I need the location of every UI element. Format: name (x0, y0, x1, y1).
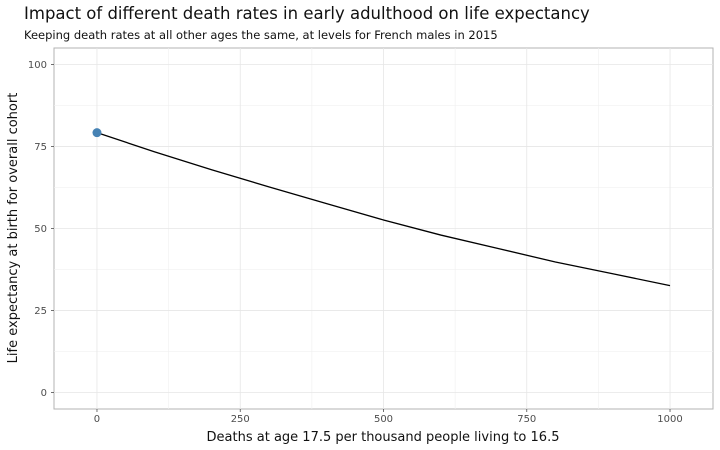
y-axis-title: Life expectancy at birth for overall coh… (6, 93, 21, 364)
major-gridlines (54, 48, 713, 409)
y-tick-label: 0 (41, 388, 47, 399)
x-tick-label: 750 (517, 414, 536, 425)
x-axis-ticks: 0 250 500 750 1000 (94, 409, 683, 425)
x-tick-label: 250 (231, 414, 250, 425)
x-tick-label: 0 (94, 414, 100, 425)
series-line (96, 132, 671, 287)
y-tick-label: 75 (34, 142, 47, 153)
series-layer (92, 128, 671, 287)
x-tick-label: 500 (374, 414, 393, 425)
y-tick-label: 50 (34, 224, 47, 235)
y-tick-label: 25 (34, 306, 47, 317)
y-tick-label: 100 (28, 60, 47, 71)
y-axis-ticks: 0 25 50 75 100 (28, 60, 54, 399)
x-axis-title: Deaths at age 17.5 per thousand people l… (207, 430, 560, 445)
chart-title: Impact of different death rates in early… (24, 4, 590, 23)
chart-subtitle: Keeping death rates at all other ages th… (24, 28, 498, 42)
x-tick-label: 1000 (657, 414, 682, 425)
highlight-point (92, 128, 102, 138)
